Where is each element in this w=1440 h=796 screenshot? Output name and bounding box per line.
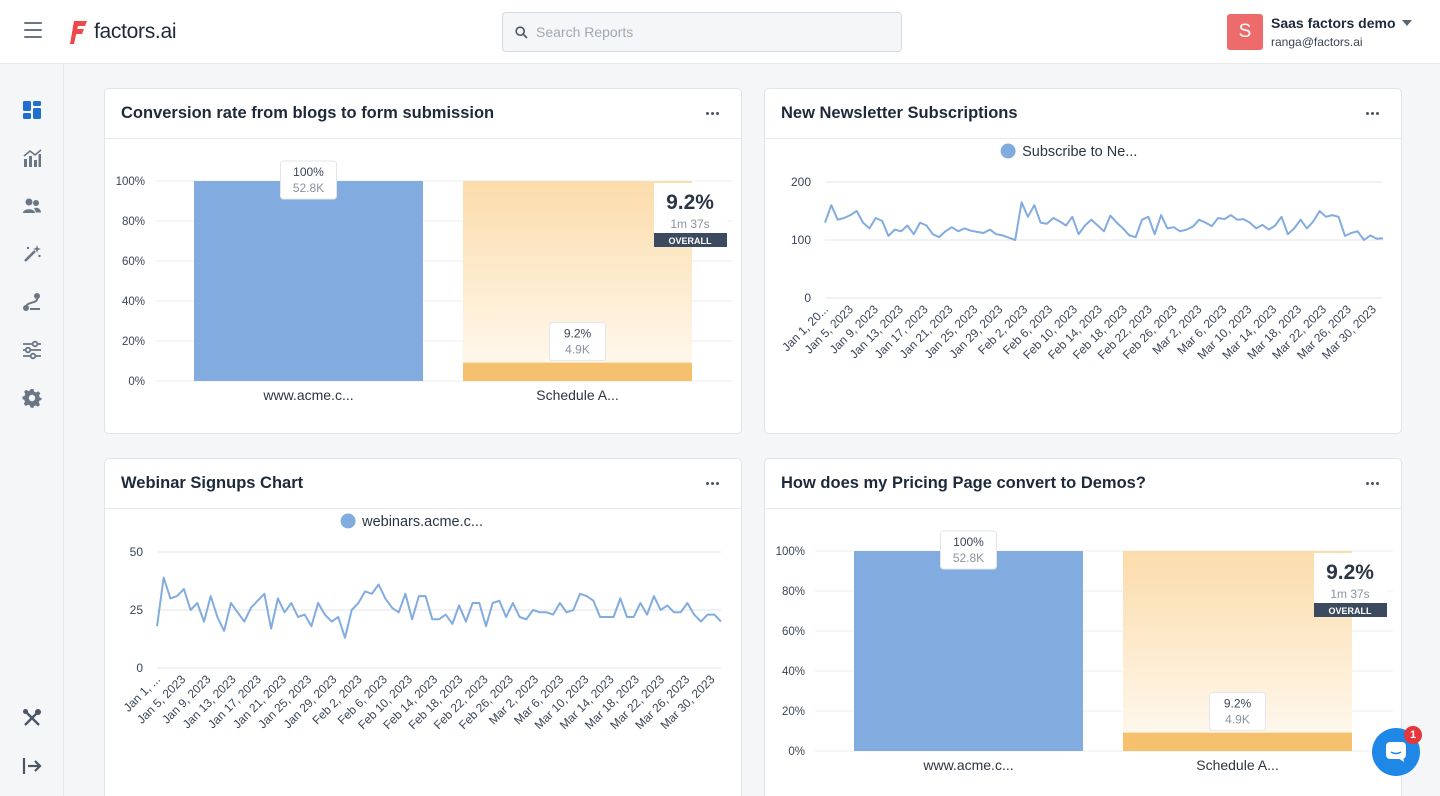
analytics-icon[interactable] bbox=[22, 148, 42, 168]
logo-text: factors.ai bbox=[94, 20, 177, 43]
bar-value-label: 100% bbox=[293, 165, 324, 179]
account-email: ranga@factors.ai bbox=[1271, 35, 1363, 49]
logo[interactable]: factors.ai bbox=[70, 19, 177, 45]
bar bbox=[854, 551, 1083, 751]
y-tick-label: 100% bbox=[116, 176, 145, 188]
bar-count-label: 52.8K bbox=[953, 551, 984, 565]
y-tick-label: 40% bbox=[782, 666, 805, 678]
y-tick-label: 0 bbox=[804, 291, 811, 305]
legend-label: webinars.acme.c... bbox=[361, 514, 483, 530]
dashboard-icon[interactable] bbox=[22, 100, 42, 120]
report-card-pricing: How does my Pricing Page convert to Demo… bbox=[764, 458, 1402, 796]
bar-value-label: 9.2% bbox=[564, 327, 592, 341]
chat-icon bbox=[1386, 742, 1406, 762]
series-line bbox=[156, 576, 722, 639]
bar-count-label: 4.9K bbox=[565, 343, 590, 357]
funnel-chart: 0% 20% 40% 60% 80% 100% 100% 52.8K www.acme.c...… bbox=[116, 160, 733, 403]
funnel-chart: 0% 20% 40% 60% 80% 100% 100% 52.8K www.acme.c...… bbox=[776, 530, 1393, 773]
legend-label: Subscribe to Ne... bbox=[1022, 144, 1137, 160]
factors-logo-icon bbox=[70, 21, 87, 44]
logout-icon[interactable] bbox=[22, 756, 42, 776]
search-box[interactable] bbox=[502, 12, 902, 52]
x-category-label: www.acme.c... bbox=[262, 387, 353, 403]
avatar: S bbox=[1227, 14, 1263, 50]
overall-rate: 9.2% bbox=[1326, 561, 1374, 584]
more-options-icon[interactable] bbox=[1364, 482, 1379, 485]
overall-label-bg bbox=[654, 233, 727, 247]
more-options-icon[interactable] bbox=[704, 482, 719, 485]
menu-icon[interactable] bbox=[22, 22, 44, 42]
x-category-label: Schedule A... bbox=[1196, 757, 1279, 773]
bar-label-box bbox=[940, 530, 997, 570]
y-tick-label: 20% bbox=[122, 336, 145, 348]
y-tick-label: 20% bbox=[782, 706, 805, 718]
y-tick-label: 40% bbox=[122, 296, 145, 308]
y-tick-label: 60% bbox=[122, 256, 145, 268]
top-header: factors.ai S Saas factors demo ranga@fac… bbox=[0, 0, 1440, 64]
search-icon bbox=[515, 25, 528, 39]
card-header: Conversion rate from blogs to form submi… bbox=[105, 89, 741, 139]
bar bbox=[1123, 732, 1352, 751]
card-title: Webinar Signups Chart bbox=[121, 474, 304, 492]
card-title: Conversion rate from blogs to form submi… bbox=[121, 104, 495, 122]
y-tick-label: 0 bbox=[136, 661, 143, 675]
overall-label-bg bbox=[1314, 603, 1387, 617]
bar bbox=[194, 181, 423, 381]
bar bbox=[463, 362, 692, 381]
journey-icon[interactable] bbox=[22, 292, 42, 312]
people-icon[interactable] bbox=[22, 196, 42, 216]
y-tick-label: 100% bbox=[776, 546, 805, 558]
chat-launcher-button[interactable]: 1 bbox=[1372, 726, 1422, 776]
x-category-label: www.acme.c... bbox=[922, 757, 1013, 773]
report-card-blog-conversion: Conversion rate from blogs to form submi… bbox=[104, 88, 742, 434]
overall-label: OVERALL bbox=[1328, 606, 1372, 616]
bar-value-label: 9.2% bbox=[1224, 697, 1252, 711]
bar-label-box bbox=[280, 160, 337, 200]
x-category-label: Schedule A... bbox=[536, 387, 619, 403]
overall-rate: 9.2% bbox=[666, 191, 714, 214]
bar-label-box bbox=[549, 322, 606, 362]
search-input[interactable] bbox=[536, 24, 876, 40]
card-header: Webinar Signups Chart bbox=[105, 459, 741, 509]
y-tick-label: 80% bbox=[782, 586, 805, 598]
gear-icon[interactable] bbox=[22, 388, 42, 408]
bar-count-label: 52.8K bbox=[293, 181, 324, 195]
card-header: How does my Pricing Page convert to Demo… bbox=[765, 459, 1401, 509]
y-tick-label: 50 bbox=[130, 545, 144, 559]
notification-badge: 1 bbox=[1404, 726, 1422, 744]
overall-time: 1m 37s bbox=[670, 217, 709, 231]
legend-swatch bbox=[340, 513, 356, 529]
y-tick-label: 60% bbox=[782, 626, 805, 638]
card-title: How does my Pricing Page convert to Demo… bbox=[781, 474, 1146, 492]
card-title: New Newsletter Subscriptions bbox=[781, 104, 1018, 122]
bar-label-box bbox=[1209, 692, 1266, 732]
sliders-icon[interactable] bbox=[22, 340, 42, 360]
sidebar bbox=[0, 64, 64, 796]
overall-label: OVERALL bbox=[668, 236, 712, 246]
report-card-webinar: Webinar Signups Chart webinars.acme.c...… bbox=[104, 458, 742, 796]
account-menu[interactable]: S Saas factors demo ranga@factors.ai bbox=[1227, 14, 1412, 50]
y-tick-label: 25 bbox=[130, 603, 144, 617]
legend-swatch bbox=[1000, 143, 1016, 159]
y-tick-label: 100 bbox=[791, 233, 811, 247]
report-card-newsletter: New Newsletter Subscriptions Subscribe t… bbox=[764, 88, 1402, 434]
more-options-icon[interactable] bbox=[1364, 112, 1379, 115]
y-tick-label: 200 bbox=[791, 175, 811, 189]
y-tick-label: 0% bbox=[128, 376, 145, 388]
bar-count-label: 4.9K bbox=[1225, 713, 1250, 727]
y-tick-label: 80% bbox=[122, 216, 145, 228]
account-name: Saas factors demo bbox=[1271, 15, 1396, 31]
more-options-icon[interactable] bbox=[704, 112, 719, 115]
y-tick-label: 0% bbox=[788, 746, 805, 758]
chevron-down-icon[interactable] bbox=[1401, 20, 1412, 26]
account-name-row: Saas factors demo bbox=[1271, 15, 1412, 31]
magic-wand-icon[interactable] bbox=[22, 244, 42, 264]
series-line bbox=[824, 201, 1384, 241]
tools-icon[interactable] bbox=[22, 708, 42, 728]
bar-value-label: 100% bbox=[953, 535, 984, 549]
overall-time: 1m 37s bbox=[1330, 587, 1369, 601]
card-header: New Newsletter Subscriptions bbox=[765, 89, 1401, 139]
